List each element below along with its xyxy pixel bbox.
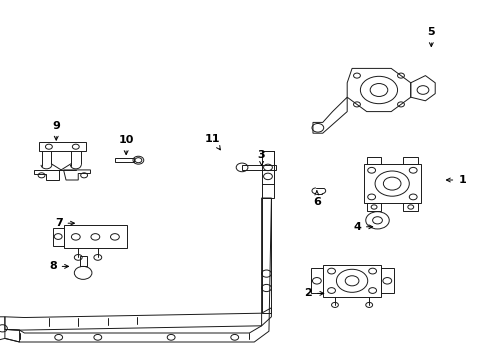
- Bar: [261, 198, 271, 313]
- Bar: [322, 265, 381, 297]
- Text: 8: 8: [49, 261, 68, 271]
- Text: 9: 9: [52, 121, 60, 140]
- Text: 1: 1: [446, 175, 465, 185]
- Text: 5: 5: [427, 27, 434, 46]
- Text: 3: 3: [257, 150, 265, 166]
- Bar: [53, 228, 63, 246]
- Bar: [364, 164, 420, 203]
- Bar: [39, 142, 85, 151]
- Text: 6: 6: [312, 191, 320, 207]
- Text: 4: 4: [352, 222, 372, 232]
- Bar: [80, 256, 86, 266]
- Bar: [261, 151, 273, 198]
- Text: 2: 2: [304, 288, 323, 298]
- Text: 11: 11: [204, 134, 220, 150]
- Text: 10: 10: [118, 135, 134, 154]
- Text: 7: 7: [55, 218, 74, 228]
- Bar: [63, 225, 127, 248]
